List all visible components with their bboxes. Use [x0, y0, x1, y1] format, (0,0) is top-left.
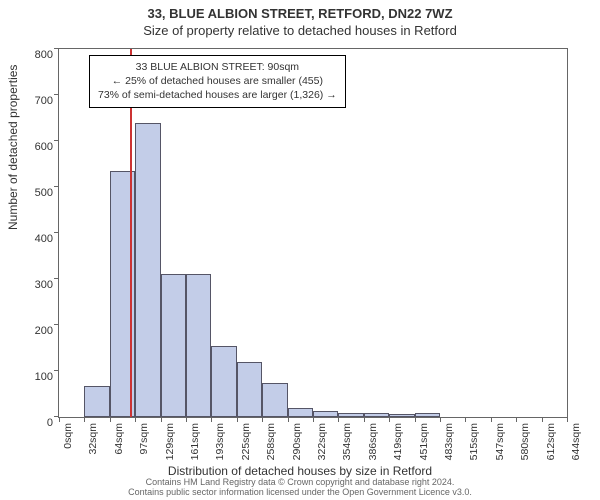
property-info-box: 33 BLUE ALBION STREET: 90sqm← 25% of det…: [89, 55, 346, 108]
x-tick-mark: [186, 417, 187, 422]
y-tick-label: 700: [35, 95, 53, 107]
x-tick-mark: [84, 417, 85, 422]
y-tick-label: 600: [35, 141, 53, 153]
footer-line-1: Contains HM Land Registry data © Crown c…: [0, 477, 600, 487]
histogram-bar: [364, 413, 389, 417]
info-line-1: 33 BLUE ALBION STREET: 90sqm: [98, 60, 337, 74]
histogram-bar: [186, 274, 211, 417]
y-tick-mark: [54, 278, 59, 279]
x-axis-label: Distribution of detached houses by size …: [0, 464, 600, 478]
y-tick-mark: [54, 324, 59, 325]
x-tick-mark: [135, 417, 136, 422]
x-tick-mark: [415, 417, 416, 422]
y-tick-mark: [54, 94, 59, 95]
histogram-bar: [161, 274, 186, 417]
x-tick-label: 0sqm: [62, 423, 74, 449]
x-tick-mark: [288, 417, 289, 422]
y-tick-mark: [54, 186, 59, 187]
info-line-3: 73% of semi-detached houses are larger (…: [98, 88, 337, 102]
histogram-bar: [338, 413, 363, 417]
info-line-2: ← 25% of detached houses are smaller (45…: [98, 74, 337, 88]
y-tick-mark: [54, 48, 59, 49]
footer-line-2: Contains public sector information licen…: [0, 487, 600, 497]
x-tick-label: 32sqm: [87, 423, 99, 455]
y-tick-label: 500: [35, 187, 53, 199]
histogram-bar: [237, 362, 262, 417]
y-tick-label: 800: [35, 49, 53, 61]
x-tick-mark: [364, 417, 365, 422]
x-tick-mark: [313, 417, 314, 422]
x-tick-mark: [491, 417, 492, 422]
y-tick-label: 300: [35, 279, 53, 291]
x-tick-mark: [465, 417, 466, 422]
histogram-bar: [389, 414, 414, 417]
x-tick-mark: [338, 417, 339, 422]
x-tick-label: 354sqm: [341, 423, 353, 460]
x-tick-label: 483sqm: [443, 423, 455, 460]
histogram-bar: [135, 123, 160, 417]
x-tick-mark: [567, 417, 568, 422]
chart-plot-area: 01002003004005006007008000sqm32sqm64sqm9…: [58, 48, 568, 418]
y-tick-mark: [54, 140, 59, 141]
histogram-bar: [313, 411, 338, 417]
x-tick-label: 419sqm: [392, 423, 404, 460]
chart-title-main: 33, BLUE ALBION STREET, RETFORD, DN22 7W…: [0, 0, 600, 21]
x-tick-label: 64sqm: [113, 423, 125, 455]
x-tick-label: 322sqm: [316, 423, 328, 460]
x-tick-mark: [262, 417, 263, 422]
x-tick-label: 161sqm: [189, 423, 201, 460]
x-tick-label: 258sqm: [265, 423, 277, 460]
x-tick-label: 193sqm: [214, 423, 226, 460]
x-tick-label: 386sqm: [367, 423, 379, 460]
x-tick-mark: [161, 417, 162, 422]
x-tick-mark: [440, 417, 441, 422]
x-tick-label: 225sqm: [240, 423, 252, 460]
y-tick-label: 0: [47, 417, 53, 429]
y-tick-mark: [54, 232, 59, 233]
x-tick-label: 612sqm: [545, 423, 557, 460]
x-tick-label: 515sqm: [468, 423, 480, 460]
histogram-bar: [211, 346, 236, 417]
y-tick-mark: [54, 370, 59, 371]
histogram-bar: [415, 413, 440, 417]
x-tick-label: 97sqm: [138, 423, 150, 455]
x-tick-mark: [59, 417, 60, 422]
y-tick-label: 100: [35, 371, 53, 383]
x-tick-label: 644sqm: [570, 423, 582, 460]
x-tick-label: 451sqm: [418, 423, 430, 460]
x-tick-label: 580sqm: [519, 423, 531, 460]
y-tick-label: 200: [35, 325, 53, 337]
y-axis-label: Number of detached properties: [6, 65, 20, 230]
x-tick-label: 290sqm: [291, 423, 303, 460]
histogram-bar: [288, 408, 313, 417]
x-tick-mark: [110, 417, 111, 422]
x-tick-label: 547sqm: [494, 423, 506, 460]
x-tick-mark: [516, 417, 517, 422]
chart-title-sub: Size of property relative to detached ho…: [0, 21, 600, 38]
histogram-bar: [262, 383, 287, 418]
chart-footer: Contains HM Land Registry data © Crown c…: [0, 477, 600, 497]
x-tick-mark: [542, 417, 543, 422]
x-tick-mark: [211, 417, 212, 422]
x-tick-mark: [389, 417, 390, 422]
x-tick-mark: [237, 417, 238, 422]
y-tick-label: 400: [35, 233, 53, 245]
x-tick-label: 129sqm: [164, 423, 176, 460]
histogram-bar: [84, 386, 109, 417]
